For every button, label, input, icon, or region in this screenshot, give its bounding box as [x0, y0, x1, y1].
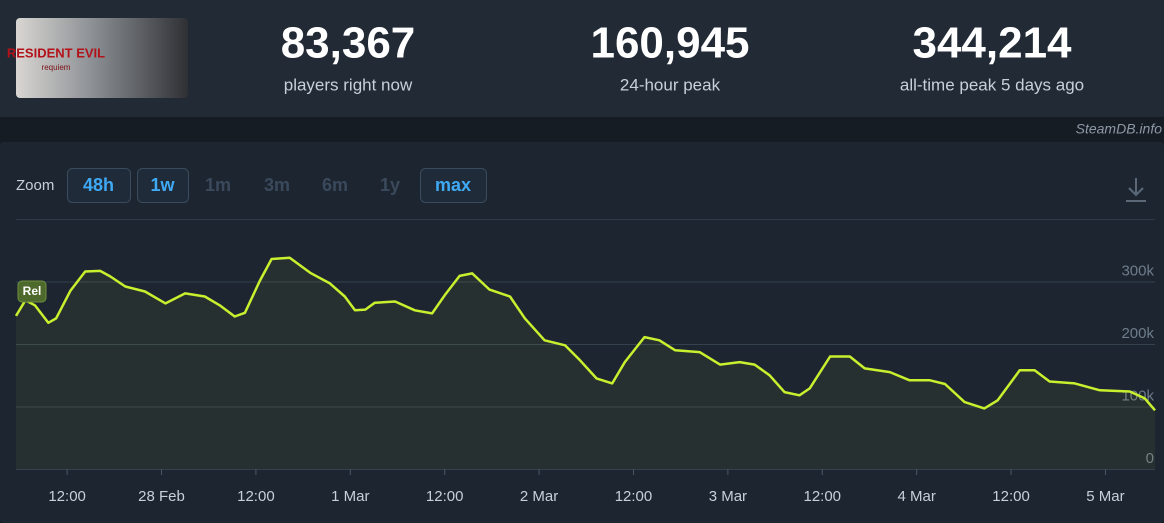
stat-value: 160,945 — [590, 19, 749, 68]
y-tick-label: 300k — [1121, 262, 1154, 279]
x-tick-label: 12:00 — [615, 488, 653, 505]
release-annotation[interactable]: Rel — [23, 284, 42, 298]
source-label[interactable]: SteamDB.info — [1076, 121, 1163, 137]
zoom-option[interactable]: 48h — [83, 175, 114, 195]
zoom-label: Zoom — [16, 177, 54, 194]
zoom-option[interactable]: max — [435, 175, 471, 195]
y-tick-label: 200k — [1121, 325, 1154, 342]
zoom-option[interactable]: 1w — [150, 175, 175, 195]
release-badge[interactable] — [17, 280, 47, 303]
download-icon[interactable] — [1126, 178, 1146, 202]
zoom-option[interactable]: 1y — [380, 175, 400, 195]
x-tick-label: 12:00 — [803, 488, 841, 505]
x-tick-label: 4 Mar — [897, 488, 935, 505]
stat-value: 344,214 — [912, 19, 1072, 68]
player-line — [14, 256, 1156, 412]
x-tick-label: 2 Mar — [520, 488, 558, 505]
zoom-option[interactable]: 6m — [322, 175, 348, 195]
x-tick-label: 1 Mar — [331, 488, 369, 505]
y-tick-label: 0 — [1146, 450, 1154, 467]
stats-panel — [0, 0, 1164, 117]
x-tick-label: 12:00 — [48, 488, 86, 505]
area-fill — [16, 257, 1155, 469]
x-tick-label: 3 Mar — [709, 488, 747, 505]
stat-label: all-time peak 5 days ago — [900, 75, 1084, 94]
x-tick-label: 12:00 — [992, 488, 1030, 505]
zoom-button[interactable] — [137, 168, 189, 203]
stat-label: players right now — [284, 75, 413, 94]
x-tick-label: 28 Feb — [138, 488, 185, 505]
zoom-button[interactable] — [420, 168, 487, 203]
x-tick-label: 12:00 — [237, 488, 275, 505]
thumbnail-title: RESIDENT EVIL — [7, 45, 105, 60]
chart-panel — [0, 142, 1164, 523]
zoom-option[interactable]: 1m — [205, 175, 231, 195]
zoom-button[interactable] — [67, 168, 131, 203]
zoom-option[interactable]: 3m — [264, 175, 290, 195]
stat-value: 83,367 — [281, 19, 416, 68]
x-tick-label: 12:00 — [426, 488, 464, 505]
game-thumbnail[interactable] — [16, 18, 188, 98]
x-tick-label: 5 Mar — [1086, 488, 1124, 505]
stat-label: 24-hour peak — [620, 75, 721, 94]
thumbnail-subtitle: requiem — [42, 63, 71, 72]
